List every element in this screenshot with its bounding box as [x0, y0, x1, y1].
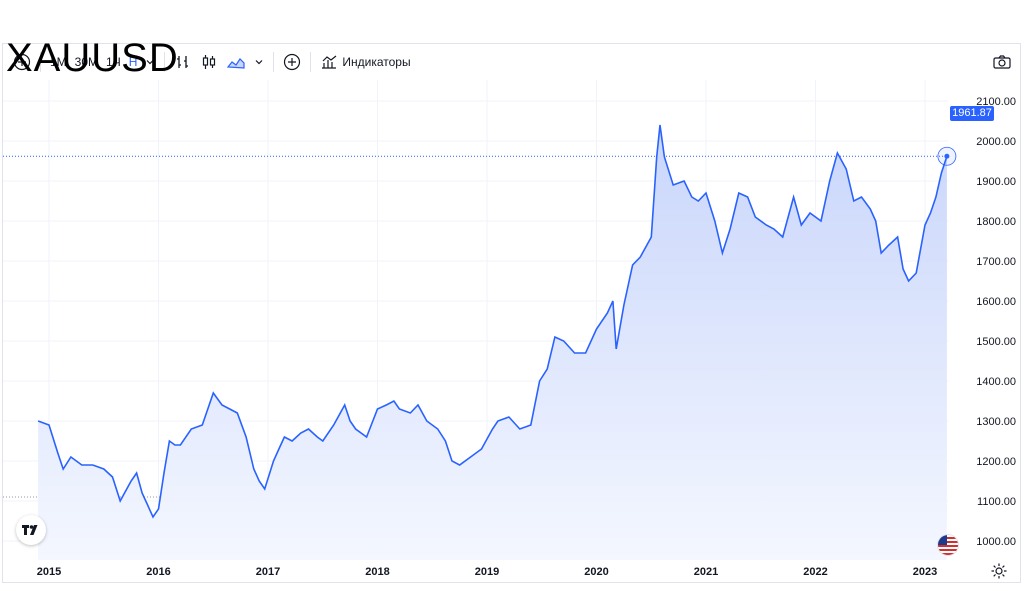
candle-chart-button[interactable] — [196, 49, 222, 75]
plus-circle-icon — [13, 53, 31, 71]
y-tick-label: 1100.00 — [977, 496, 1016, 508]
y-tick-label: 1600.00 — [976, 296, 1016, 308]
last-price-label: 1961.87 — [950, 106, 994, 121]
area-chart-icon — [227, 58, 245, 69]
chart-settings-button[interactable] — [990, 562, 1008, 580]
add-symbol-button[interactable] — [9, 49, 35, 75]
price-area — [38, 125, 947, 560]
x-tick-label: 2022 — [803, 566, 827, 578]
interval-week-button[interactable]: Н — [128, 55, 138, 69]
us-flag-icon — [938, 535, 958, 555]
interval-30m-button[interactable]: 30М — [74, 55, 99, 69]
y-tick-label: 2000.00 — [976, 136, 1016, 148]
interval-1h-button[interactable]: 1Ч — [106, 55, 121, 69]
screenshot-button[interactable] — [988, 49, 1016, 75]
toolbar-separator — [310, 52, 312, 72]
chevron-down-icon — [146, 60, 154, 65]
toolbar-separator — [164, 52, 166, 72]
indicators-button[interactable]: Индикаторы — [316, 49, 414, 75]
chevron-down-icon — [255, 60, 263, 65]
settings-gear-icon — [991, 563, 1007, 579]
x-tick-label: 2016 — [146, 566, 170, 578]
toolbar-separator — [40, 52, 41, 72]
us-flag-badge — [938, 535, 958, 555]
last-price-marker — [937, 146, 957, 166]
x-tick-label: 2020 — [584, 566, 608, 578]
toolbar-separator — [273, 52, 275, 72]
y-tick-label: 1000.00 — [976, 536, 1016, 548]
price-line — [37, 124, 948, 519]
interval-dropdown-button[interactable] — [141, 49, 159, 75]
tradingview-logo[interactable] — [16, 515, 46, 545]
camera-icon — [993, 55, 1011, 69]
y-tick-label: 1900.00 — [976, 176, 1016, 188]
plus-circle-icon — [284, 53, 301, 71]
x-tick-label: 2017 — [256, 566, 280, 578]
x-tick-label: 2023 — [913, 566, 937, 578]
y-tick-label: 2100.00 — [976, 96, 1016, 108]
indicators-label: Индикаторы — [342, 55, 411, 69]
time-axis: 2015 2016 2017 2018 2019 2020 2021 2022 2023 — [37, 566, 937, 578]
y-tick-label: 1700.00 — [976, 256, 1016, 268]
area-chart-button[interactable] — [222, 49, 250, 75]
indicators-icon — [322, 55, 337, 69]
x-tick-label: 2015 — [37, 566, 61, 578]
symbol-title: XAUUSD — [6, 36, 179, 80]
bar-chart-button[interactable] — [170, 49, 196, 75]
x-tick-label: 2018 — [365, 566, 389, 578]
tradingview-logo-icon — [22, 525, 38, 535]
bar-chart-icon — [177, 56, 189, 68]
x-tick-label: 2019 — [475, 566, 499, 578]
compare-button[interactable] — [279, 49, 305, 75]
chart-type-dropdown-button[interactable] — [250, 49, 268, 75]
y-tick-label: 1800.00 — [976, 216, 1016, 228]
chart-toolbar: 1М 30М 1Ч Н Индикаторы — [3, 44, 1020, 80]
x-tick-label: 2021 — [694, 566, 718, 578]
y-tick-label: 1500.00 — [976, 336, 1016, 348]
price-axis: 1000.00 1100.00 1200.00 1300.00 1400.00 1500.… — [976, 96, 1016, 548]
interval-1m-button[interactable]: 1М — [50, 55, 67, 69]
y-tick-label: 1300.00 — [976, 416, 1016, 428]
candle-chart-icon — [203, 55, 216, 69]
last-price-dot — [944, 153, 950, 159]
y-tick-label: 1400.00 — [976, 376, 1016, 388]
y-tick-label: 1200.00 — [976, 456, 1016, 468]
